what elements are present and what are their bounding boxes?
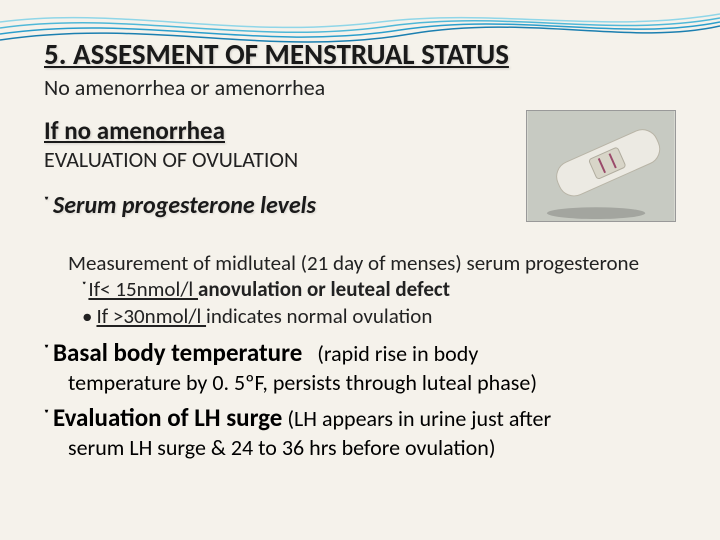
- slide-title: 5. ASSESMENT OF MENSTRUAL STATUS: [44, 36, 676, 72]
- bullet-title: Serum progesterone levels: [53, 191, 316, 220]
- bbt-rest: (rapid rise in body: [317, 340, 478, 367]
- bullet-bbt: ་Basal body temperature (rapid rise in b…: [44, 337, 676, 369]
- serum-line1: Measurement of midluteal (21 day of mens…: [68, 250, 676, 276]
- serum-sub2-u: If >30nmol/l: [96, 303, 206, 329]
- bbt-cont: temperature by 0. 5ºF, persists through …: [68, 369, 676, 397]
- serum-sub1: ་If< 15nmol/l anovulation or leuteal def…: [82, 276, 676, 302]
- slide: 5. ASSESMENT OF MENSTRUAL STATUS No amen…: [0, 0, 720, 540]
- bbt-lead: Basal body temperature: [53, 337, 302, 368]
- lh-lead: Evaluation of LH surge: [53, 402, 282, 433]
- bullet-icon: ་: [44, 341, 49, 367]
- bullet-icon: ་: [44, 406, 49, 432]
- serum-sub2: •If >30nmol/l indicates normal ovulation: [82, 303, 676, 329]
- bullet-lh: ་Evaluation of LH surge (LH appears in u…: [44, 402, 676, 434]
- pregnancy-test-photo: [526, 110, 676, 222]
- bullet-icon: ་: [82, 277, 86, 301]
- serum-sub1-rest: anovulation or leuteal defect: [198, 276, 450, 302]
- subtitle-line: No amenorrhea or amenorrhea: [44, 74, 676, 101]
- bullet-icon: ་: [44, 193, 49, 219]
- lh-cont: serum LH surge & 24 to 36 hrs before ovu…: [68, 434, 676, 462]
- dot-icon: •: [82, 303, 92, 329]
- serum-sub2-rest: indicates normal ovulation: [206, 303, 432, 329]
- serum-sub1-u: If< 15nmol/l: [88, 276, 198, 302]
- lh-rest: (LH appears in urine just after: [287, 405, 551, 432]
- serum-details: Measurement of midluteal (21 day of mens…: [68, 250, 676, 329]
